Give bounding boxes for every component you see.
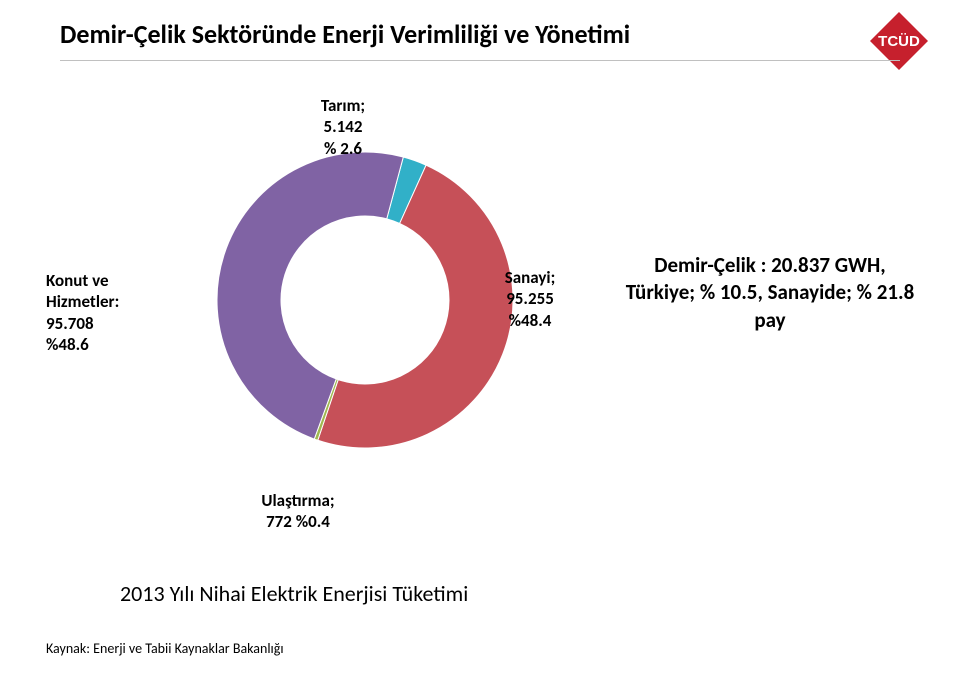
label-sanayi-l2: 95.255 <box>506 288 554 309</box>
label-ulas-l1: Ulaştırma; <box>261 490 334 511</box>
label-sanayi-l3: %48.4 <box>509 310 552 331</box>
bottom-text: 2013 Yılı Nihai Elektrik Enerjisi Tüketi… <box>120 580 468 607</box>
label-ulas: Ulaştırma; 772 %0.4 <box>248 490 348 533</box>
label-tarim: Tarım; 5.142 % 2.6 <box>298 95 388 159</box>
page-root: Demir-Çelik Sektöründe Enerji Verimliliğ… <box>0 0 960 684</box>
donut-hole <box>282 217 448 383</box>
label-konut: Konut ve Hizmetler: 95.708 %48.6 <box>46 270 146 355</box>
page-title: Demir-Çelik Sektöründe Enerji Verimliliğ… <box>60 18 630 50</box>
label-sanayi: Sanayi; 95.255 %48.4 <box>490 267 570 331</box>
divider <box>60 60 900 61</box>
label-tarim-value: 5.142 <box>323 116 362 137</box>
logo-text: TCÜD <box>878 33 920 50</box>
side-text-l1: Demir-Çelik : 20.837 GWH, <box>654 252 885 278</box>
label-sanayi-l1: Sanayi; <box>505 267 556 288</box>
donut-chart <box>215 150 515 455</box>
label-ulas-l2: 772 %0.4 <box>266 511 330 532</box>
side-text: Demir-Çelik : 20.837 GWH, Türkiye; % 10.… <box>610 252 930 334</box>
source-text: Kaynak: Enerji ve Tabii Kaynaklar Bakanl… <box>46 640 284 657</box>
label-tarim-name: Tarım; <box>321 95 365 116</box>
side-text-l2: Türkiye; % 10.5, Sanayide; % 21.8 <box>626 279 915 305</box>
logo: TCÜD <box>868 10 930 77</box>
label-konut-l4: %48.6 <box>46 334 89 355</box>
label-konut-l2: Hizmetler: <box>46 291 119 312</box>
label-konut-l3: 95.708 <box>46 313 94 334</box>
label-konut-l1: Konut ve <box>46 270 109 291</box>
label-tarim-pct: % 2.6 <box>324 138 362 159</box>
side-text-l3: pay <box>754 307 785 333</box>
